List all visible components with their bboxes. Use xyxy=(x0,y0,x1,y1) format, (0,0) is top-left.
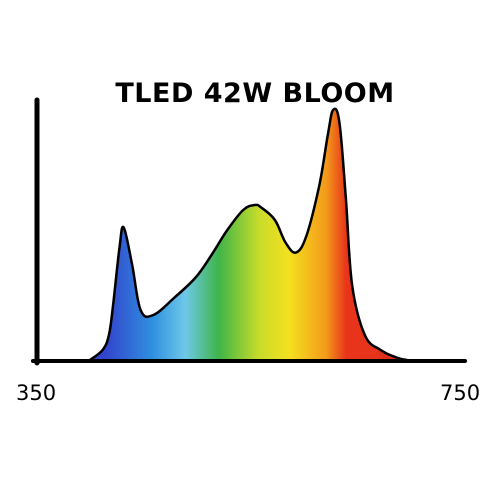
x-tick-label-min: 350 xyxy=(16,381,57,405)
spectrum-area xyxy=(89,108,408,360)
spectrum-outline xyxy=(89,107,408,362)
chart-title: TLED 42W BLOOM xyxy=(115,78,395,109)
x-tick-label-max: 750 xyxy=(440,381,481,405)
